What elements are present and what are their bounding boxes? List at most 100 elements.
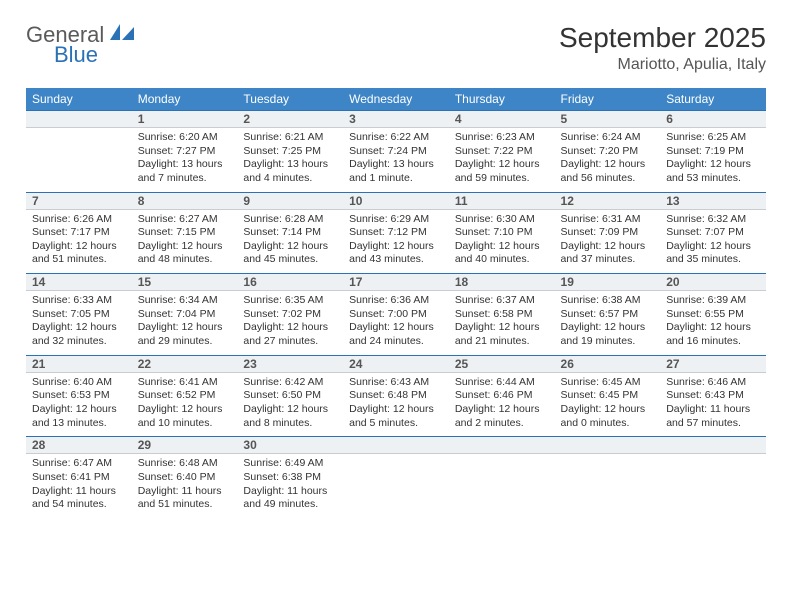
day-number: 13 xyxy=(660,192,766,210)
detail-line: Sunrise: 6:31 AM xyxy=(561,213,655,227)
header-bar: General Blue September 2025 Mariotto, Ap… xyxy=(26,22,766,74)
detail-line: Sunrise: 6:22 AM xyxy=(349,131,443,145)
calendar-cell: 11Sunrise: 6:30 AMSunset: 7:10 PMDayligh… xyxy=(449,192,555,274)
detail-line: Daylight: 11 hours and 51 minutes. xyxy=(138,485,232,512)
day-details: Sunrise: 6:32 AMSunset: 7:07 PMDaylight:… xyxy=(660,210,766,274)
detail-line: Daylight: 12 hours and 51 minutes. xyxy=(32,240,126,267)
detail-line: Daylight: 12 hours and 43 minutes. xyxy=(349,240,443,267)
detail-line: Daylight: 12 hours and 13 minutes. xyxy=(32,403,126,430)
detail-line: Sunrise: 6:20 AM xyxy=(138,131,232,145)
sail-icon xyxy=(110,22,136,46)
calendar-cell: 19Sunrise: 6:38 AMSunset: 6:57 PMDayligh… xyxy=(555,273,661,355)
weekday-header: Sunday xyxy=(26,88,132,110)
detail-line: Sunrise: 6:23 AM xyxy=(455,131,549,145)
day-details: Sunrise: 6:22 AMSunset: 7:24 PMDaylight:… xyxy=(343,128,449,192)
detail-line: Sunset: 6:57 PM xyxy=(561,308,655,322)
logo-word2: Blue xyxy=(26,44,136,66)
detail-line: Sunset: 7:14 PM xyxy=(243,226,337,240)
detail-line: Sunset: 6:46 PM xyxy=(455,389,549,403)
detail-line: Sunset: 7:22 PM xyxy=(455,145,549,159)
detail-line: Sunrise: 6:36 AM xyxy=(349,294,443,308)
detail-line: Sunrise: 6:44 AM xyxy=(455,376,549,390)
calendar-week-row: 7Sunrise: 6:26 AMSunset: 7:17 PMDaylight… xyxy=(26,192,766,274)
calendar-cell: 2Sunrise: 6:21 AMSunset: 7:25 PMDaylight… xyxy=(237,110,343,192)
day-number: 4 xyxy=(449,110,555,128)
calendar-cell: 18Sunrise: 6:37 AMSunset: 6:58 PMDayligh… xyxy=(449,273,555,355)
day-number: 23 xyxy=(237,355,343,373)
detail-line: Sunrise: 6:21 AM xyxy=(243,131,337,145)
detail-line: Daylight: 11 hours and 57 minutes. xyxy=(666,403,760,430)
detail-line: Sunrise: 6:30 AM xyxy=(455,213,549,227)
detail-line: Sunset: 7:02 PM xyxy=(243,308,337,322)
detail-line: Sunset: 7:04 PM xyxy=(138,308,232,322)
calendar-cell: 22Sunrise: 6:41 AMSunset: 6:52 PMDayligh… xyxy=(132,355,238,437)
detail-line: Daylight: 12 hours and 32 minutes. xyxy=(32,321,126,348)
day-number: 1 xyxy=(132,110,238,128)
detail-line: Sunset: 7:27 PM xyxy=(138,145,232,159)
calendar-cell: 8Sunrise: 6:27 AMSunset: 7:15 PMDaylight… xyxy=(132,192,238,274)
calendar-cell: 12Sunrise: 6:31 AMSunset: 7:09 PMDayligh… xyxy=(555,192,661,274)
day-details: Sunrise: 6:37 AMSunset: 6:58 PMDaylight:… xyxy=(449,291,555,355)
detail-line: Sunrise: 6:45 AM xyxy=(561,376,655,390)
detail-line: Sunrise: 6:33 AM xyxy=(32,294,126,308)
day-details: Sunrise: 6:49 AMSunset: 6:38 PMDaylight:… xyxy=(237,454,343,518)
weekday-header: Tuesday xyxy=(237,88,343,110)
detail-line: Daylight: 13 hours and 7 minutes. xyxy=(138,158,232,185)
day-number: 28 xyxy=(26,436,132,454)
detail-line: Sunrise: 6:43 AM xyxy=(349,376,443,390)
detail-line: Sunset: 7:09 PM xyxy=(561,226,655,240)
day-number xyxy=(26,110,132,128)
calendar-cell: 14Sunrise: 6:33 AMSunset: 7:05 PMDayligh… xyxy=(26,273,132,355)
day-details: Sunrise: 6:27 AMSunset: 7:15 PMDaylight:… xyxy=(132,210,238,274)
detail-line: Daylight: 12 hours and 16 minutes. xyxy=(666,321,760,348)
detail-line: Sunset: 7:07 PM xyxy=(666,226,760,240)
detail-line: Daylight: 11 hours and 54 minutes. xyxy=(32,485,126,512)
detail-line: Sunrise: 6:32 AM xyxy=(666,213,760,227)
detail-line: Sunset: 7:24 PM xyxy=(349,145,443,159)
day-details: Sunrise: 6:48 AMSunset: 6:40 PMDaylight:… xyxy=(132,454,238,518)
calendar-cell: 23Sunrise: 6:42 AMSunset: 6:50 PMDayligh… xyxy=(237,355,343,437)
detail-line: Daylight: 12 hours and 2 minutes. xyxy=(455,403,549,430)
detail-line: Sunrise: 6:38 AM xyxy=(561,294,655,308)
page-title: September 2025 xyxy=(559,22,766,54)
calendar-cell: 20Sunrise: 6:39 AMSunset: 6:55 PMDayligh… xyxy=(660,273,766,355)
day-details: Sunrise: 6:36 AMSunset: 7:00 PMDaylight:… xyxy=(343,291,449,355)
calendar-cell: 5Sunrise: 6:24 AMSunset: 7:20 PMDaylight… xyxy=(555,110,661,192)
calendar-cell: 30Sunrise: 6:49 AMSunset: 6:38 PMDayligh… xyxy=(237,436,343,518)
day-number: 29 xyxy=(132,436,238,454)
calendar-week-row: 28Sunrise: 6:47 AMSunset: 6:41 PMDayligh… xyxy=(26,436,766,518)
day-details xyxy=(660,454,766,463)
day-details: Sunrise: 6:34 AMSunset: 7:04 PMDaylight:… xyxy=(132,291,238,355)
calendar-cell: 7Sunrise: 6:26 AMSunset: 7:17 PMDaylight… xyxy=(26,192,132,274)
calendar-cell: 16Sunrise: 6:35 AMSunset: 7:02 PMDayligh… xyxy=(237,273,343,355)
day-number: 10 xyxy=(343,192,449,210)
day-details: Sunrise: 6:43 AMSunset: 6:48 PMDaylight:… xyxy=(343,373,449,437)
calendar-cell: 3Sunrise: 6:22 AMSunset: 7:24 PMDaylight… xyxy=(343,110,449,192)
weekday-header: Friday xyxy=(555,88,661,110)
calendar-cell: 29Sunrise: 6:48 AMSunset: 6:40 PMDayligh… xyxy=(132,436,238,518)
day-details: Sunrise: 6:45 AMSunset: 6:45 PMDaylight:… xyxy=(555,373,661,437)
day-number: 2 xyxy=(237,110,343,128)
detail-line: Sunset: 7:25 PM xyxy=(243,145,337,159)
day-number: 12 xyxy=(555,192,661,210)
calendar-cell xyxy=(26,110,132,192)
day-details: Sunrise: 6:47 AMSunset: 6:41 PMDaylight:… xyxy=(26,454,132,518)
detail-line: Sunrise: 6:42 AM xyxy=(243,376,337,390)
calendar-week-row: 1Sunrise: 6:20 AMSunset: 7:27 PMDaylight… xyxy=(26,110,766,192)
location-label: Mariotto, Apulia, Italy xyxy=(559,56,766,74)
detail-line: Sunrise: 6:25 AM xyxy=(666,131,760,145)
calendar-table: SundayMondayTuesdayWednesdayThursdayFrid… xyxy=(26,88,766,518)
day-details: Sunrise: 6:31 AMSunset: 7:09 PMDaylight:… xyxy=(555,210,661,274)
calendar-cell: 10Sunrise: 6:29 AMSunset: 7:12 PMDayligh… xyxy=(343,192,449,274)
detail-line: Sunrise: 6:37 AM xyxy=(455,294,549,308)
day-details: Sunrise: 6:24 AMSunset: 7:20 PMDaylight:… xyxy=(555,128,661,192)
detail-line: Daylight: 12 hours and 56 minutes. xyxy=(561,158,655,185)
day-details: Sunrise: 6:38 AMSunset: 6:57 PMDaylight:… xyxy=(555,291,661,355)
detail-line: Daylight: 12 hours and 37 minutes. xyxy=(561,240,655,267)
detail-line: Daylight: 12 hours and 24 minutes. xyxy=(349,321,443,348)
day-details: Sunrise: 6:39 AMSunset: 6:55 PMDaylight:… xyxy=(660,291,766,355)
calendar-cell: 26Sunrise: 6:45 AMSunset: 6:45 PMDayligh… xyxy=(555,355,661,437)
calendar-cell: 1 Sunrise: 6:20 AMSunset: 7:27 PMDaylight… xyxy=(132,110,238,192)
day-details: Sunrise: 6:28 AMSunset: 7:14 PMDaylight:… xyxy=(237,210,343,274)
day-details xyxy=(26,128,132,137)
